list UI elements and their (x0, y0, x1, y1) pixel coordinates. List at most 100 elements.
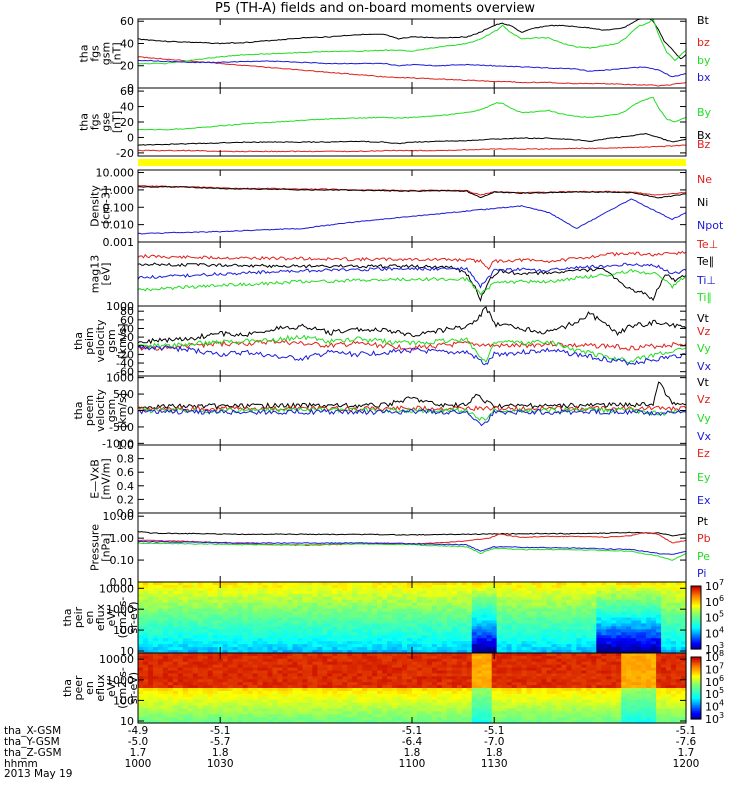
heatmap-cell (257, 596, 264, 601)
heatmap-cell (496, 685, 503, 689)
heatmap-cell (421, 596, 428, 601)
heatmap-cell (416, 587, 423, 592)
heatmap-cell (192, 611, 199, 616)
heatmap-cell (367, 702, 373, 707)
heatmap-cell (501, 623, 508, 627)
heatmap-cell (138, 717, 144, 721)
heatmap-cell (521, 667, 528, 672)
heatmap-cell (392, 611, 398, 616)
heatmap-cell (436, 632, 443, 636)
heatmap-cell (426, 685, 433, 689)
heatmap-cell (307, 655, 313, 660)
heatmap-cell (546, 667, 553, 672)
heatmap-cell (162, 617, 169, 622)
heatmap-cell (327, 608, 333, 613)
heatmap-cell (651, 626, 657, 630)
heatmap-cell (257, 602, 264, 607)
heatmap-cell (601, 582, 607, 586)
heatmap-cell (397, 696, 403, 701)
heatmap-cell (142, 582, 149, 586)
heatmap-cell (202, 658, 209, 663)
heatmap-cell (152, 664, 159, 669)
heatmap-cell (277, 614, 284, 619)
heatmap-cell (247, 690, 254, 695)
heatmap-cell (302, 614, 308, 619)
heatmap-cell (676, 590, 682, 595)
heatmap-cell (456, 667, 463, 672)
heatmap-cell (247, 617, 254, 622)
flag-bar (138, 159, 686, 166)
heatmap-cell (397, 667, 403, 672)
heatmap-cell (337, 596, 343, 601)
heatmap-cell (362, 617, 368, 622)
heatmap-cell (367, 644, 373, 648)
heatmap-cell (172, 699, 179, 704)
heatmap-cell (227, 626, 234, 630)
heatmap-cell (227, 661, 234, 666)
heatmap-cell (397, 611, 403, 616)
heatmap-cell (541, 614, 548, 619)
y-axis-label: eflux (94, 603, 107, 631)
heatmap-cell (441, 608, 448, 613)
heatmap-cell (491, 685, 498, 689)
heatmap-cell (586, 614, 592, 619)
heatmap-cell (242, 611, 249, 616)
heatmap-cell (302, 693, 308, 698)
heatmap-cell (227, 605, 234, 610)
heatmap-cell (641, 632, 647, 636)
heatmap-cell (377, 650, 383, 654)
heatmap-cell (402, 690, 408, 695)
heatmap-cell (322, 690, 328, 695)
legend-label: Ti∥ (696, 291, 712, 304)
heatmap-cell (392, 667, 398, 672)
heatmap-cell (217, 632, 224, 636)
heatmap-cell (531, 682, 538, 686)
heatmap-cell (172, 667, 179, 672)
heatmap-cell (252, 590, 259, 595)
heatmap-cell (666, 617, 672, 622)
heatmap-cell (416, 647, 423, 651)
heatmap-cell (317, 602, 323, 607)
heatmap-cell (516, 714, 523, 718)
series-line-Pt (137, 531, 687, 537)
heatmap-cell (461, 611, 468, 616)
heatmap-cell (407, 653, 413, 657)
heatmap-cell (277, 599, 284, 604)
heatmap-cell (247, 587, 254, 592)
heatmap-cell (202, 688, 209, 692)
heatmap-cell (506, 641, 513, 645)
heatmap-cell (357, 720, 363, 724)
heatmap-cell (327, 582, 333, 586)
heatmap-cell (342, 614, 348, 619)
heatmap-cell (202, 590, 209, 595)
colorbar-cell (691, 622, 701, 625)
heatmap-cell (262, 670, 269, 675)
heatmap-cell (382, 679, 388, 683)
heatmap-cell (297, 690, 303, 695)
heatmap-cell (337, 641, 343, 645)
heatmap-cell (147, 690, 154, 695)
heatmap-cell (601, 629, 607, 633)
heatmap-cell (466, 688, 473, 692)
heatmap-cell (292, 655, 299, 660)
heatmap-cell (202, 661, 209, 666)
heatmap-cell (387, 644, 393, 648)
heatmap-cell (222, 714, 229, 718)
heatmap-cell (382, 644, 388, 648)
heatmap-cell (491, 638, 498, 642)
heatmap-cell (287, 670, 294, 675)
heatmap-cell (367, 661, 373, 666)
heatmap-cell (616, 599, 622, 604)
heatmap-cell (471, 593, 478, 598)
colorbar-tick-label: 104 (705, 625, 724, 640)
heatmap-cell (407, 638, 413, 642)
heatmap-cell (262, 582, 269, 586)
heatmap-cell (606, 614, 612, 619)
heatmap-cell (476, 626, 483, 630)
heatmap-cell (541, 629, 548, 633)
heatmap-cell (516, 647, 523, 651)
heatmap-cell (207, 699, 214, 704)
heatmap-cell (561, 638, 568, 642)
heatmap-cell (377, 605, 383, 610)
heatmap-cell (312, 679, 318, 683)
